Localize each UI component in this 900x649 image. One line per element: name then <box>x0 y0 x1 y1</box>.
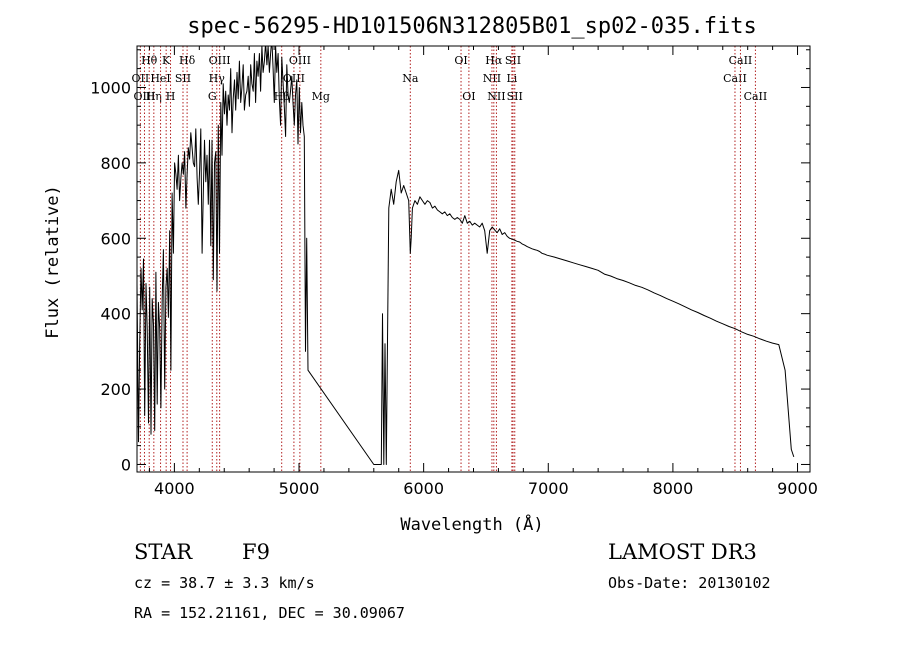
x-tick-label: 8000 <box>653 479 694 498</box>
observation-date: Obs-Date: 20130102 <box>608 574 771 592</box>
y-axis-label: Flux (relative) <box>43 185 63 339</box>
spectral-line-label: CaII <box>723 72 747 85</box>
x-tick-label: 7000 <box>528 479 569 498</box>
spectral-line-label: OI <box>462 90 475 103</box>
x-axis-label: Wavelength (Å) <box>400 513 543 535</box>
object-class: STAR <box>134 540 193 564</box>
spectral-line-label: OII <box>132 72 150 85</box>
spectral-line-label: HeI <box>150 72 170 85</box>
spectral-lines: HθOIIOIIIHηHeIKHSIIHδGHγOIIIHβOIIIOIIIMg… <box>132 46 768 472</box>
spectral-line-label: SII <box>175 72 191 85</box>
spectral-line-label: Hθ <box>141 54 158 67</box>
spectral-line-label: OIII <box>289 54 311 67</box>
x-tick-label: 6000 <box>403 479 444 498</box>
spectral-line-label: SII <box>505 54 521 67</box>
axis-ticks: 4000 5000 6000 7000 8000 9000 0 200 400 600 800 100… <box>90 46 818 498</box>
x-tick-label: 9000 <box>777 479 818 498</box>
spectral-line-label: Hβ <box>274 90 290 103</box>
spectral-line-label: OIII <box>209 54 231 67</box>
plot-frame <box>136 45 811 473</box>
y-tick-label: 200 <box>100 380 131 399</box>
spectral-line-label: NII <box>487 90 505 103</box>
chart-title: spec-56295-HD101506N312805B01_sp02-035.f… <box>187 14 757 39</box>
spectral-line-label: CaII <box>744 90 768 103</box>
spectral-line-label: Hδ <box>179 54 196 67</box>
spectral-line-label: OIII <box>133 90 155 103</box>
spectrum-line <box>137 46 795 465</box>
spectral-line-label: SII <box>507 90 523 103</box>
x-tick-label: 5000 <box>279 479 320 498</box>
x-tick-label: 4000 <box>154 479 195 498</box>
radial-velocity: cz = 38.7 ± 3.3 km/s <box>134 574 315 592</box>
y-tick-label: 1000 <box>90 78 131 97</box>
spectral-line-label: Mg <box>312 90 330 103</box>
object-subclass: F9 <box>242 540 270 564</box>
sky-coordinates: RA = 152.21161, DEC = 30.09067 <box>134 604 405 622</box>
spectral-line-label: Hγ <box>209 72 226 85</box>
spectral-line-label: Hη <box>146 90 162 103</box>
spectral-line-label: G <box>208 90 217 103</box>
y-tick-label: 600 <box>100 229 131 248</box>
survey-name: LAMOST DR3 <box>608 540 757 564</box>
spectral-line-label: Li <box>506 72 517 85</box>
y-tick-label: 0 <box>121 455 131 474</box>
spectral-line-label: H <box>166 90 176 103</box>
spectral-line-label: K <box>162 54 171 67</box>
spectral-line-label: NII <box>483 72 501 85</box>
y-tick-label: 800 <box>100 154 131 173</box>
y-tick-label: 400 <box>100 305 131 324</box>
spectral-line-label: Hα <box>485 54 503 67</box>
spectral-line-label: Na <box>402 72 419 85</box>
spectral-line-label: CaII <box>729 54 753 67</box>
spectrum-series <box>137 46 795 465</box>
spectral-line-label: OI <box>454 54 467 67</box>
